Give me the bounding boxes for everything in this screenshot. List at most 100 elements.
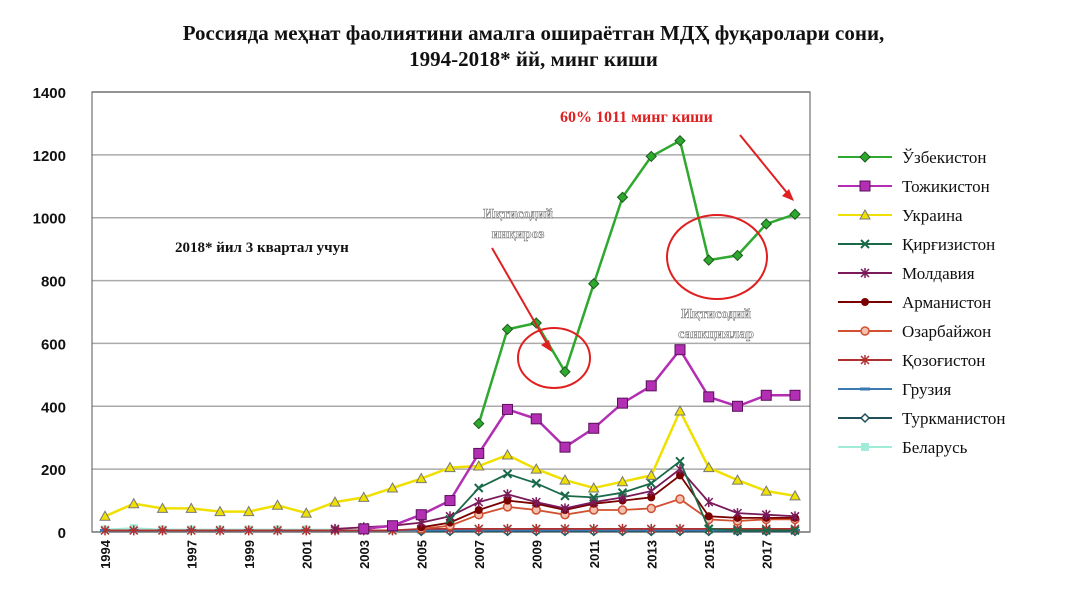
legend-item: Грузия xyxy=(838,380,951,399)
y-tick-label: 1400 xyxy=(33,85,66,102)
data-point xyxy=(502,489,513,500)
crisis-circle xyxy=(517,327,591,389)
x-tick-label: 2001 xyxy=(299,540,314,569)
highlight-arrow-head xyxy=(782,189,794,201)
data-point xyxy=(301,525,311,536)
data-point xyxy=(444,461,456,473)
legend-item: Туркманистон xyxy=(838,409,1006,428)
series-5 xyxy=(330,464,800,534)
data-point xyxy=(501,448,514,460)
data-point xyxy=(675,456,685,466)
data-point xyxy=(560,523,570,534)
data-point xyxy=(790,511,800,522)
data-point xyxy=(271,499,284,510)
data-point xyxy=(789,389,801,401)
data-point xyxy=(474,523,484,534)
y-tick-label: 400 xyxy=(41,399,66,416)
annotation-2018-note: 2018* йил 3 квартал учун xyxy=(175,240,349,256)
legend-item: Молдавия xyxy=(838,264,975,283)
data-point xyxy=(215,525,225,536)
x-tick-label: 2003 xyxy=(357,540,372,569)
legend-marker xyxy=(861,298,869,306)
data-point xyxy=(329,496,341,507)
data-point xyxy=(732,508,743,519)
legend-label: Ўзбекистон xyxy=(902,148,986,167)
data-point xyxy=(474,483,484,493)
data-point xyxy=(761,525,771,536)
legend-item: Тожикистон xyxy=(838,177,990,196)
data-point xyxy=(760,218,772,230)
legend-label: Украина xyxy=(902,206,963,225)
data-point xyxy=(501,323,514,335)
data-point xyxy=(790,523,800,534)
legend-item: Қирғизистон xyxy=(838,235,995,254)
x-tick-label: 1994 xyxy=(98,539,113,569)
chart-title: Россияда меҳнат фаолиятини амалга ошираё… xyxy=(0,20,1067,72)
y-axis-ticks: 0 200 400 600 800 1000 1200 1400 xyxy=(33,85,66,542)
data-point xyxy=(617,505,628,515)
data-point xyxy=(531,497,541,508)
data-point xyxy=(760,485,773,496)
annotations: 2018* йил 3 квартал учун 60% 1011 минг к… xyxy=(175,109,794,389)
data-point xyxy=(129,525,139,536)
x-axis-ticks: 1994 1997 1999 2001 2003 2005 2007 2009 2011 2013… xyxy=(98,539,774,569)
data-point xyxy=(732,400,743,412)
legend-marker xyxy=(860,355,870,365)
legend-item: Озарбайжон xyxy=(838,322,991,341)
data-point xyxy=(560,491,570,501)
legend-label: Молдавия xyxy=(902,264,975,283)
data-point xyxy=(272,525,283,536)
chart-title-line-1: Россияда меҳнат фаолиятини амалга ошираё… xyxy=(182,21,885,45)
data-point xyxy=(731,249,744,262)
legend-label: Беларусь xyxy=(902,438,968,457)
data-point xyxy=(242,505,255,517)
data-point xyxy=(675,494,685,504)
data-point xyxy=(386,481,399,493)
y-tick-label: 200 xyxy=(41,462,66,479)
data-point xyxy=(185,502,198,513)
series-lines xyxy=(99,135,801,537)
legend-label: Тожикистон xyxy=(902,177,990,196)
data-point xyxy=(156,502,169,513)
data-point xyxy=(731,474,744,485)
data-point xyxy=(474,497,484,508)
data-point xyxy=(560,503,570,514)
crisis-arrow xyxy=(491,247,550,348)
annotation-sanctions-line-2: санкциялар xyxy=(678,327,754,342)
data-point xyxy=(415,472,428,484)
legend-marker xyxy=(859,208,871,220)
data-point xyxy=(502,469,513,479)
series-line xyxy=(363,347,795,531)
data-point xyxy=(472,459,485,471)
legend-marker xyxy=(861,443,869,451)
legend-label: Грузия xyxy=(902,380,951,399)
highlight-arrow xyxy=(739,134,789,195)
data-point xyxy=(559,474,571,485)
legend-label: Арманистон xyxy=(902,293,991,312)
legend-item: Ўзбекистон xyxy=(838,148,986,167)
data-point xyxy=(157,525,168,536)
legend-marker xyxy=(860,268,870,278)
data-point xyxy=(559,441,571,453)
legend-marker xyxy=(860,239,870,249)
data-point xyxy=(186,525,196,536)
data-point xyxy=(646,523,656,534)
data-point xyxy=(559,366,571,378)
legend-item: Украина xyxy=(838,206,963,225)
data-point xyxy=(387,520,398,532)
data-point xyxy=(646,478,656,488)
series-3 xyxy=(99,404,801,521)
annotation-2018-highlight: 60% 1011 минг киши xyxy=(560,109,713,126)
data-point xyxy=(676,471,684,480)
data-point xyxy=(617,488,628,498)
legend-label: Туркманистон xyxy=(902,409,1006,428)
data-point xyxy=(530,463,543,474)
data-point xyxy=(789,208,801,220)
data-point xyxy=(589,492,599,503)
annotation-sanctions-line-1: Иқтисодий xyxy=(681,307,751,322)
data-point xyxy=(531,523,541,534)
x-tick-label: 2009 xyxy=(529,540,544,569)
x-tick-label: 2013 xyxy=(644,540,659,569)
series-4 xyxy=(445,456,800,536)
